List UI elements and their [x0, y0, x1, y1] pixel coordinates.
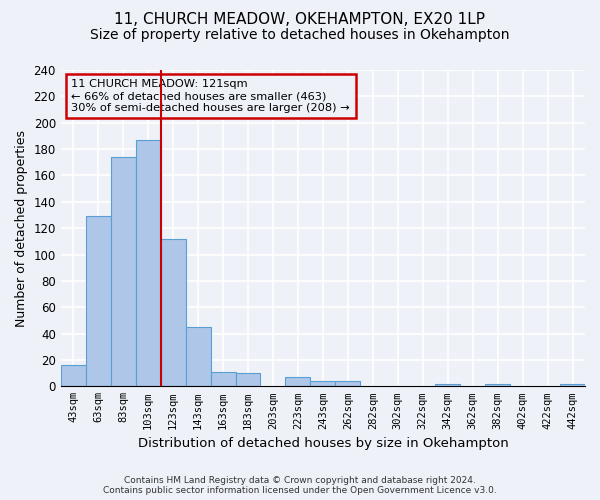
- Text: 11 CHURCH MEADOW: 121sqm
← 66% of detached houses are smaller (463)
30% of semi-: 11 CHURCH MEADOW: 121sqm ← 66% of detach…: [71, 80, 350, 112]
- Bar: [86, 216, 111, 386]
- Bar: [236, 373, 260, 386]
- Bar: [560, 384, 585, 386]
- Text: Contains HM Land Registry data © Crown copyright and database right 2024.
Contai: Contains HM Land Registry data © Crown c…: [103, 476, 497, 495]
- X-axis label: Distribution of detached houses by size in Okehampton: Distribution of detached houses by size …: [137, 437, 508, 450]
- Bar: [286, 377, 310, 386]
- Bar: [185, 327, 211, 386]
- Y-axis label: Number of detached properties: Number of detached properties: [15, 130, 28, 326]
- Bar: [310, 381, 335, 386]
- Bar: [161, 238, 185, 386]
- Bar: [435, 384, 460, 386]
- Bar: [61, 365, 86, 386]
- Bar: [211, 372, 236, 386]
- Text: Size of property relative to detached houses in Okehampton: Size of property relative to detached ho…: [90, 28, 510, 42]
- Bar: [111, 157, 136, 386]
- Bar: [136, 140, 161, 386]
- Text: 11, CHURCH MEADOW, OKEHAMPTON, EX20 1LP: 11, CHURCH MEADOW, OKEHAMPTON, EX20 1LP: [115, 12, 485, 28]
- Bar: [335, 381, 361, 386]
- Bar: [485, 384, 510, 386]
